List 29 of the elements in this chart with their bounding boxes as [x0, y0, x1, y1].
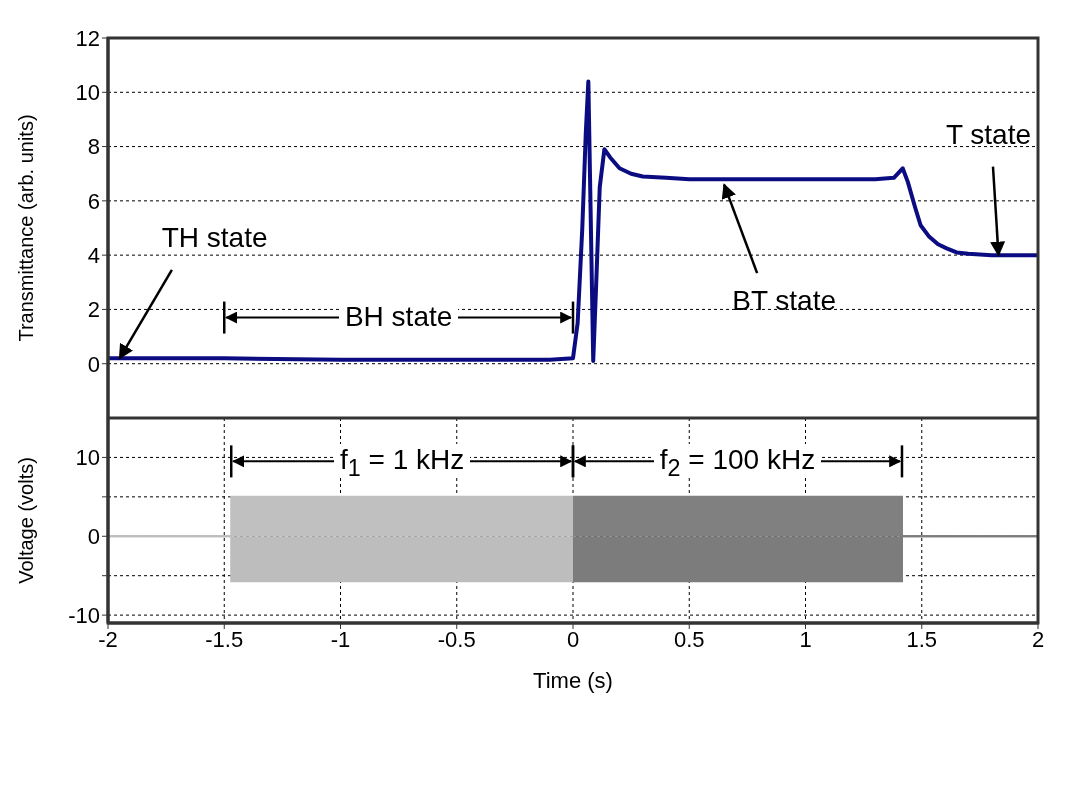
x-tick-label: -0.5 [437, 626, 476, 652]
annotation: f$_{1}$ = 1 kHz [339, 444, 466, 481]
y-tick-label: 8 [87, 134, 100, 160]
x-tick-label: 2 [1031, 626, 1045, 652]
y-tick-label: 4 [87, 242, 100, 268]
y-tick-label: 0 [87, 524, 100, 550]
x-axis-title: Time (s) [532, 668, 614, 694]
y-tick-label: -10 [68, 602, 100, 628]
line-series [108, 79, 1038, 363]
annotation: BT state [731, 284, 837, 317]
y-axis-title: Transmittance (arb. units) [15, 114, 38, 342]
x-tick-label: 1.5 [906, 626, 938, 652]
annotation: T state [944, 119, 1032, 152]
y-tick-label: 0 [87, 351, 100, 377]
y-tick-label: 12 [75, 25, 100, 51]
y-tick-label: 10 [75, 80, 100, 106]
x-tick-label: -1.5 [205, 626, 244, 652]
x-tick-label: -1 [330, 626, 351, 652]
y-tick-label: 10 [75, 445, 100, 471]
x-tick-label: 0 [566, 626, 580, 652]
x-tick-label: 0.5 [673, 626, 705, 652]
y-axis-title: Voltage (volts) [15, 457, 38, 584]
annotation: TH state [160, 222, 269, 255]
y-tick-label: 2 [87, 297, 100, 323]
annotation: f$_{2}$ = 100 kHz [658, 444, 817, 481]
y-tick-label: 6 [87, 188, 100, 214]
x-tick-label: -2 [98, 626, 118, 652]
annotation: BH state [338, 300, 459, 332]
x-tick-label: 1 [799, 626, 812, 652]
